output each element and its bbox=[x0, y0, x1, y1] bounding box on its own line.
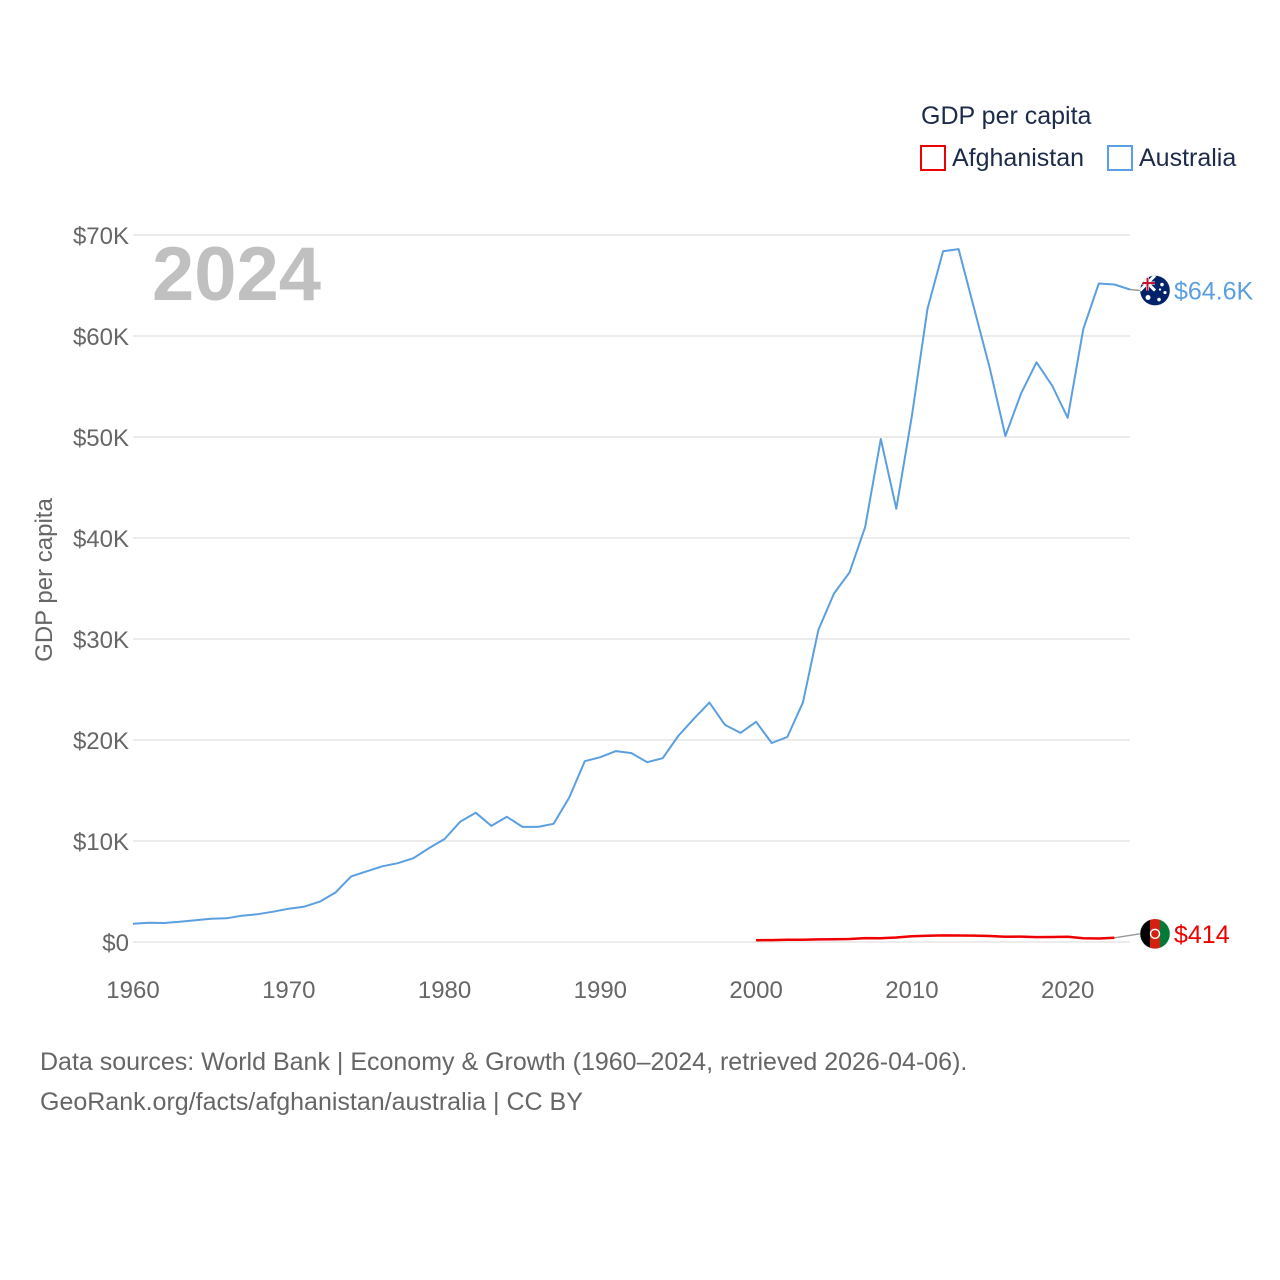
x-tick-label: 2020 bbox=[1041, 977, 1094, 1004]
end-label-afghanistan: $414 bbox=[1174, 921, 1230, 949]
source-line-2[interactable]: GeoRank.org/facts/afghanistan/australia … bbox=[40, 1088, 583, 1116]
y-tick-label: $20K bbox=[73, 728, 129, 755]
x-tick-label: 2000 bbox=[729, 977, 782, 1004]
x-tick-label: 1970 bbox=[262, 977, 315, 1004]
legend-item-australia[interactable]: Australia bbox=[1107, 144, 1236, 172]
y-tick-label: $30K bbox=[73, 627, 129, 654]
x-tick-label: 2010 bbox=[885, 977, 938, 1004]
series-line-afghanistan[interactable] bbox=[756, 934, 1115, 942]
y-tick-label: $50K bbox=[73, 425, 129, 452]
grid-lines bbox=[133, 234, 1130, 943]
y-tick-label: $70K bbox=[73, 223, 129, 250]
legend: GDP per capita Afghanistan Australia bbox=[920, 102, 1236, 172]
y-tick-label: $40K bbox=[73, 526, 129, 553]
end-label-australia: $64.6K bbox=[1174, 278, 1254, 306]
y-tick-label: $60K bbox=[73, 324, 129, 351]
series-end-labels: $414 $64.6K bbox=[1114, 275, 1254, 950]
source-note: Data sources: World Bank | Economy & Gro… bbox=[40, 1042, 967, 1122]
x-tick-label: 1990 bbox=[574, 977, 627, 1004]
x-tick-label: 1960 bbox=[106, 977, 159, 1004]
gdp-per-capita-chart: $0$10K$20K$30K$40K$50K$60K$70K 1960 1970 1… bbox=[31, 102, 1254, 1004]
legend-label-afghanistan: Afghanistan bbox=[952, 144, 1084, 172]
series-line-australia[interactable] bbox=[132, 248, 1131, 925]
y-tick-label: $0 bbox=[102, 930, 129, 957]
x-tick-label: 1980 bbox=[418, 977, 471, 1004]
series-lines bbox=[132, 248, 1131, 942]
y-tick-label: $10K bbox=[73, 829, 129, 856]
y-axis-label: GDP per capita bbox=[31, 498, 58, 662]
legend-label-australia: Australia bbox=[1139, 144, 1236, 172]
connector-australia bbox=[1129, 288, 1141, 292]
legend-title: GDP per capita bbox=[921, 102, 1092, 130]
afghanistan-flag-icon bbox=[1139, 918, 1171, 950]
legend-item-afghanistan[interactable]: Afghanistan bbox=[920, 144, 1084, 172]
year-watermark: 2024 bbox=[152, 232, 321, 317]
source-line-1: Data sources: World Bank | Economy & Gro… bbox=[40, 1048, 968, 1076]
legend-swatch-afghanistan bbox=[920, 145, 946, 171]
legend-swatch-australia bbox=[1107, 145, 1133, 171]
y-axis-ticks: $0 $10K $20K $30K $40K $50K $60K $70K bbox=[73, 223, 129, 957]
x-axis-ticks: 1960 1970 1980 1990 2000 2010 2020 bbox=[106, 977, 1094, 1004]
connector-afghanistan bbox=[1114, 933, 1141, 939]
australia-flag-icon bbox=[1139, 275, 1171, 306]
